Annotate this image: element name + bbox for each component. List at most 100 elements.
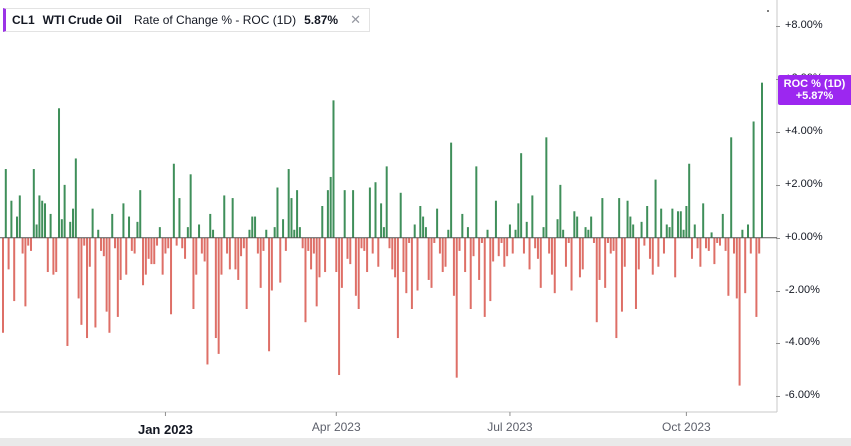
roc-bar bbox=[245, 237, 248, 309]
roc-bar bbox=[676, 211, 679, 238]
roc-bar bbox=[472, 237, 475, 257]
roc-bar bbox=[410, 237, 413, 309]
badge-title: ROC % (1D) bbox=[783, 78, 846, 90]
roc-bar bbox=[497, 237, 500, 257]
roc-bar bbox=[419, 206, 422, 238]
roc-bar bbox=[363, 237, 366, 251]
roc-bar bbox=[450, 142, 453, 238]
roc-bar bbox=[735, 237, 738, 299]
roc-bar bbox=[83, 237, 86, 246]
roc-bar bbox=[492, 237, 495, 262]
roc-bar bbox=[102, 237, 105, 257]
roc-bar bbox=[489, 237, 492, 302]
roc-bar bbox=[506, 237, 509, 257]
horizontal-scrollbar[interactable] bbox=[0, 438, 851, 446]
roc-bar bbox=[38, 195, 41, 238]
roc-bar bbox=[97, 229, 100, 238]
roc-bar bbox=[49, 213, 52, 238]
roc-bar bbox=[553, 237, 556, 294]
roc-bar bbox=[380, 203, 383, 238]
roc-bar bbox=[461, 213, 464, 238]
roc-bar bbox=[503, 237, 506, 267]
current-value-badge: ROC % (1D) +5.87% bbox=[778, 75, 851, 105]
roc-bar bbox=[343, 190, 346, 238]
roc-bar bbox=[301, 237, 304, 249]
roc-bar bbox=[32, 169, 35, 238]
roc-bar bbox=[724, 237, 727, 251]
roc-bar bbox=[58, 108, 61, 238]
roc-bar bbox=[536, 237, 539, 259]
roc-bar bbox=[130, 237, 133, 251]
roc-bar bbox=[164, 237, 167, 254]
roc-bar bbox=[455, 237, 458, 378]
roc-bar bbox=[657, 237, 660, 267]
roc-bar bbox=[710, 232, 713, 238]
roc-bar bbox=[424, 227, 427, 238]
roc-bar bbox=[637, 237, 640, 270]
roc-bar bbox=[581, 237, 584, 270]
roc-bar bbox=[290, 198, 293, 238]
roc-bar bbox=[391, 237, 394, 270]
roc-bar bbox=[116, 237, 119, 317]
roc-bar bbox=[531, 195, 534, 238]
roc-bar bbox=[52, 237, 55, 275]
roc-bar bbox=[517, 203, 520, 238]
roc-bar bbox=[366, 237, 369, 273]
roc-bar bbox=[46, 237, 49, 273]
roc-bar bbox=[284, 237, 287, 251]
roc-bar bbox=[556, 219, 559, 238]
roc-bar bbox=[458, 237, 461, 251]
y-tick-mark bbox=[776, 184, 780, 186]
close-icon[interactable]: ✕ bbox=[350, 12, 362, 27]
roc-bar bbox=[18, 195, 21, 238]
plot-area bbox=[0, 0, 777, 412]
roc-bar bbox=[755, 237, 758, 317]
roc-bar bbox=[128, 216, 131, 238]
roc-bar bbox=[226, 237, 229, 254]
roc-bar bbox=[312, 237, 315, 254]
roc-bar bbox=[562, 229, 565, 238]
roc-bar bbox=[178, 198, 181, 238]
roc-bar bbox=[142, 237, 145, 286]
roc-bar bbox=[634, 237, 637, 309]
roc-bar bbox=[413, 224, 416, 238]
roc-bar bbox=[256, 237, 259, 254]
roc-bar bbox=[237, 237, 240, 280]
roc-bar bbox=[13, 237, 16, 302]
roc-bar bbox=[262, 237, 265, 251]
roc-bar bbox=[508, 224, 511, 238]
roc-bar bbox=[16, 216, 18, 238]
roc-bar bbox=[623, 237, 626, 267]
roc-bar bbox=[747, 224, 749, 238]
roc-bar bbox=[704, 237, 707, 249]
roc-bar bbox=[209, 213, 212, 238]
roc-bar bbox=[618, 198, 621, 238]
y-tick-mark bbox=[776, 290, 780, 292]
roc-bar bbox=[217, 237, 220, 354]
roc-bar bbox=[444, 237, 447, 267]
roc-bar bbox=[307, 237, 310, 251]
roc-bar bbox=[72, 208, 75, 238]
roc-bar bbox=[427, 237, 430, 280]
indicator-legend[interactable]: CL1 WTI Crude Oil Rate of Change % - ROC… bbox=[3, 8, 371, 32]
roc-bar bbox=[150, 237, 153, 265]
roc-bar bbox=[315, 237, 318, 307]
roc-bar bbox=[192, 237, 195, 309]
roc-bar bbox=[2, 237, 4, 333]
roc-bar bbox=[408, 237, 411, 243]
roc-bar bbox=[35, 224, 38, 238]
roc-bar bbox=[718, 237, 721, 246]
roc-bar bbox=[570, 237, 573, 291]
roc-bar bbox=[198, 224, 201, 238]
roc-bar bbox=[573, 211, 576, 238]
roc-bar bbox=[242, 237, 245, 249]
roc-bar bbox=[478, 237, 481, 280]
roc-bar bbox=[665, 224, 668, 238]
menu-dot-icon[interactable] bbox=[767, 10, 769, 12]
roc-bar bbox=[282, 219, 285, 238]
roc-bar bbox=[761, 82, 763, 238]
roc-bar bbox=[357, 237, 360, 309]
roc-bar bbox=[648, 237, 651, 259]
roc-bar bbox=[452, 237, 455, 296]
